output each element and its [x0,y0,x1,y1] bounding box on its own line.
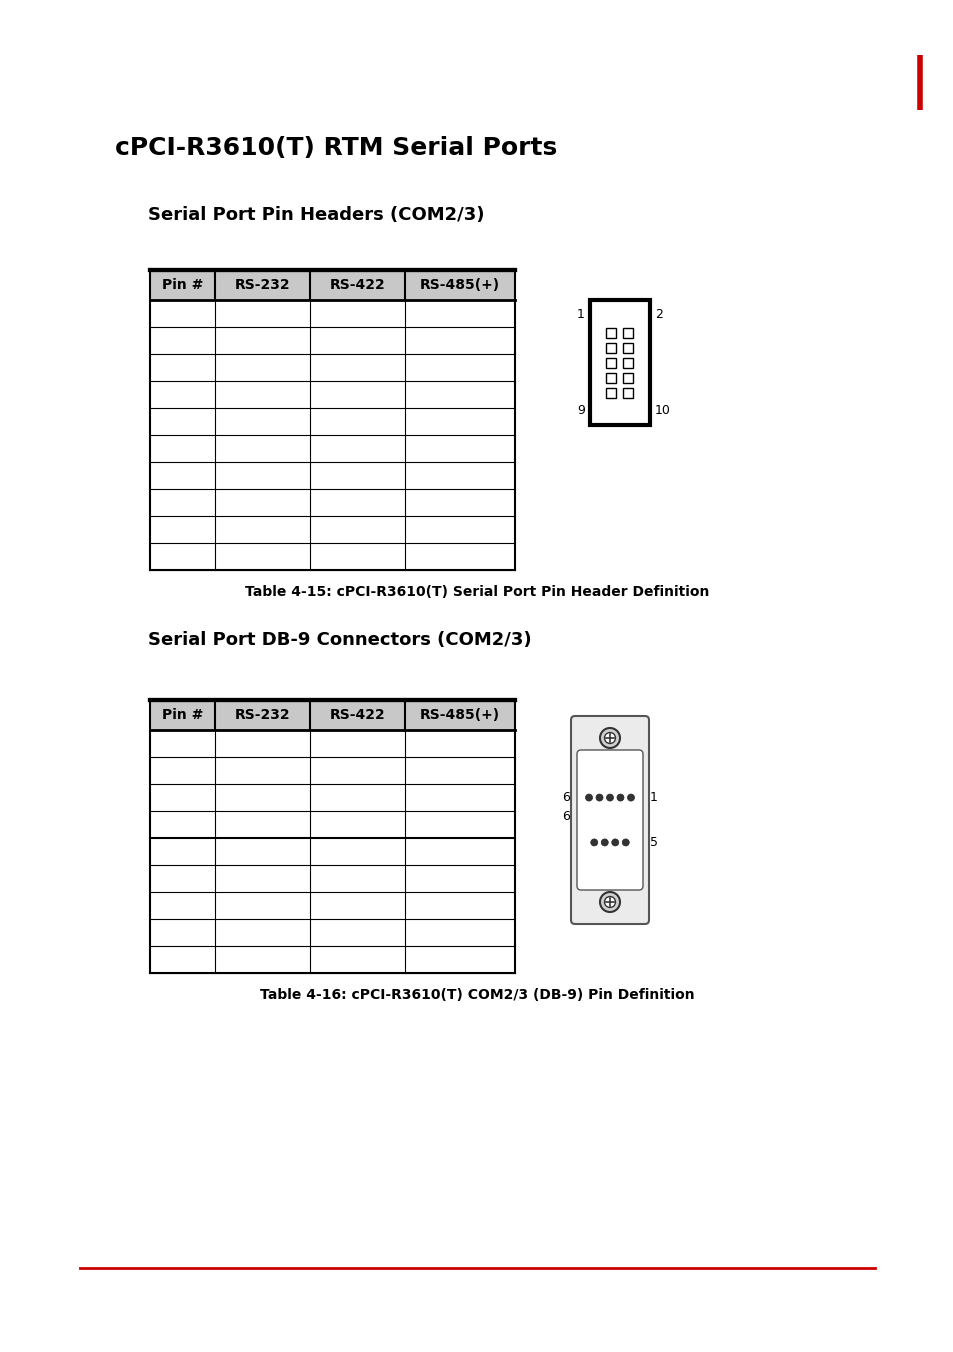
Circle shape [585,794,592,800]
Text: RS-422: RS-422 [330,279,385,292]
Text: 10: 10 [655,404,670,416]
Circle shape [621,840,629,846]
Text: 9: 9 [577,404,584,416]
Text: 1: 1 [649,791,658,804]
Text: 5: 5 [649,836,658,849]
Bar [606,373,616,383]
Bar [623,388,633,397]
Circle shape [611,840,618,846]
Bar [150,270,515,300]
Text: 2: 2 [655,308,662,320]
Circle shape [627,794,634,800]
Text: 1: 1 [577,308,584,320]
Circle shape [617,794,623,800]
Bar [606,327,616,338]
Bar [589,300,649,425]
Bar [606,388,616,397]
Text: RS-422: RS-422 [330,708,385,722]
Circle shape [599,892,619,913]
Text: Table 4-15: cPCI-R3610(T) Serial Port Pin Header Definition: Table 4-15: cPCI-R3610(T) Serial Port Pi… [245,585,708,599]
Text: RS-485(+): RS-485(+) [419,279,499,292]
FancyBboxPatch shape [571,717,648,923]
Circle shape [606,794,613,800]
Bar [623,327,633,338]
Circle shape [599,727,619,748]
Text: Table 4-16: cPCI-R3610(T) COM2/3 (DB-9) Pin Definition: Table 4-16: cPCI-R3610(T) COM2/3 (DB-9) … [259,988,694,1002]
Text: Serial Port Pin Headers (COM2/3): Serial Port Pin Headers (COM2/3) [148,206,484,224]
Text: Pin #: Pin # [162,279,203,292]
Circle shape [604,733,615,744]
Bar [623,373,633,383]
Text: 6: 6 [561,810,569,823]
FancyBboxPatch shape [577,750,642,890]
Circle shape [604,896,615,907]
Circle shape [590,840,598,846]
Text: RS-232: RS-232 [234,708,290,722]
Bar [623,342,633,353]
Bar [623,357,633,368]
Bar [606,342,616,353]
Text: 6: 6 [561,791,569,804]
Text: Pin #: Pin # [162,708,203,722]
Text: Serial Port DB-9 Connectors (COM2/3): Serial Port DB-9 Connectors (COM2/3) [148,631,531,649]
Text: RS-232: RS-232 [234,279,290,292]
Bar [606,357,616,368]
Bar [150,700,515,730]
Circle shape [600,840,608,846]
Circle shape [596,794,602,800]
Text: cPCI-R3610(T) RTM Serial Ports: cPCI-R3610(T) RTM Serial Ports [115,137,557,160]
Text: RS-485(+): RS-485(+) [419,708,499,722]
